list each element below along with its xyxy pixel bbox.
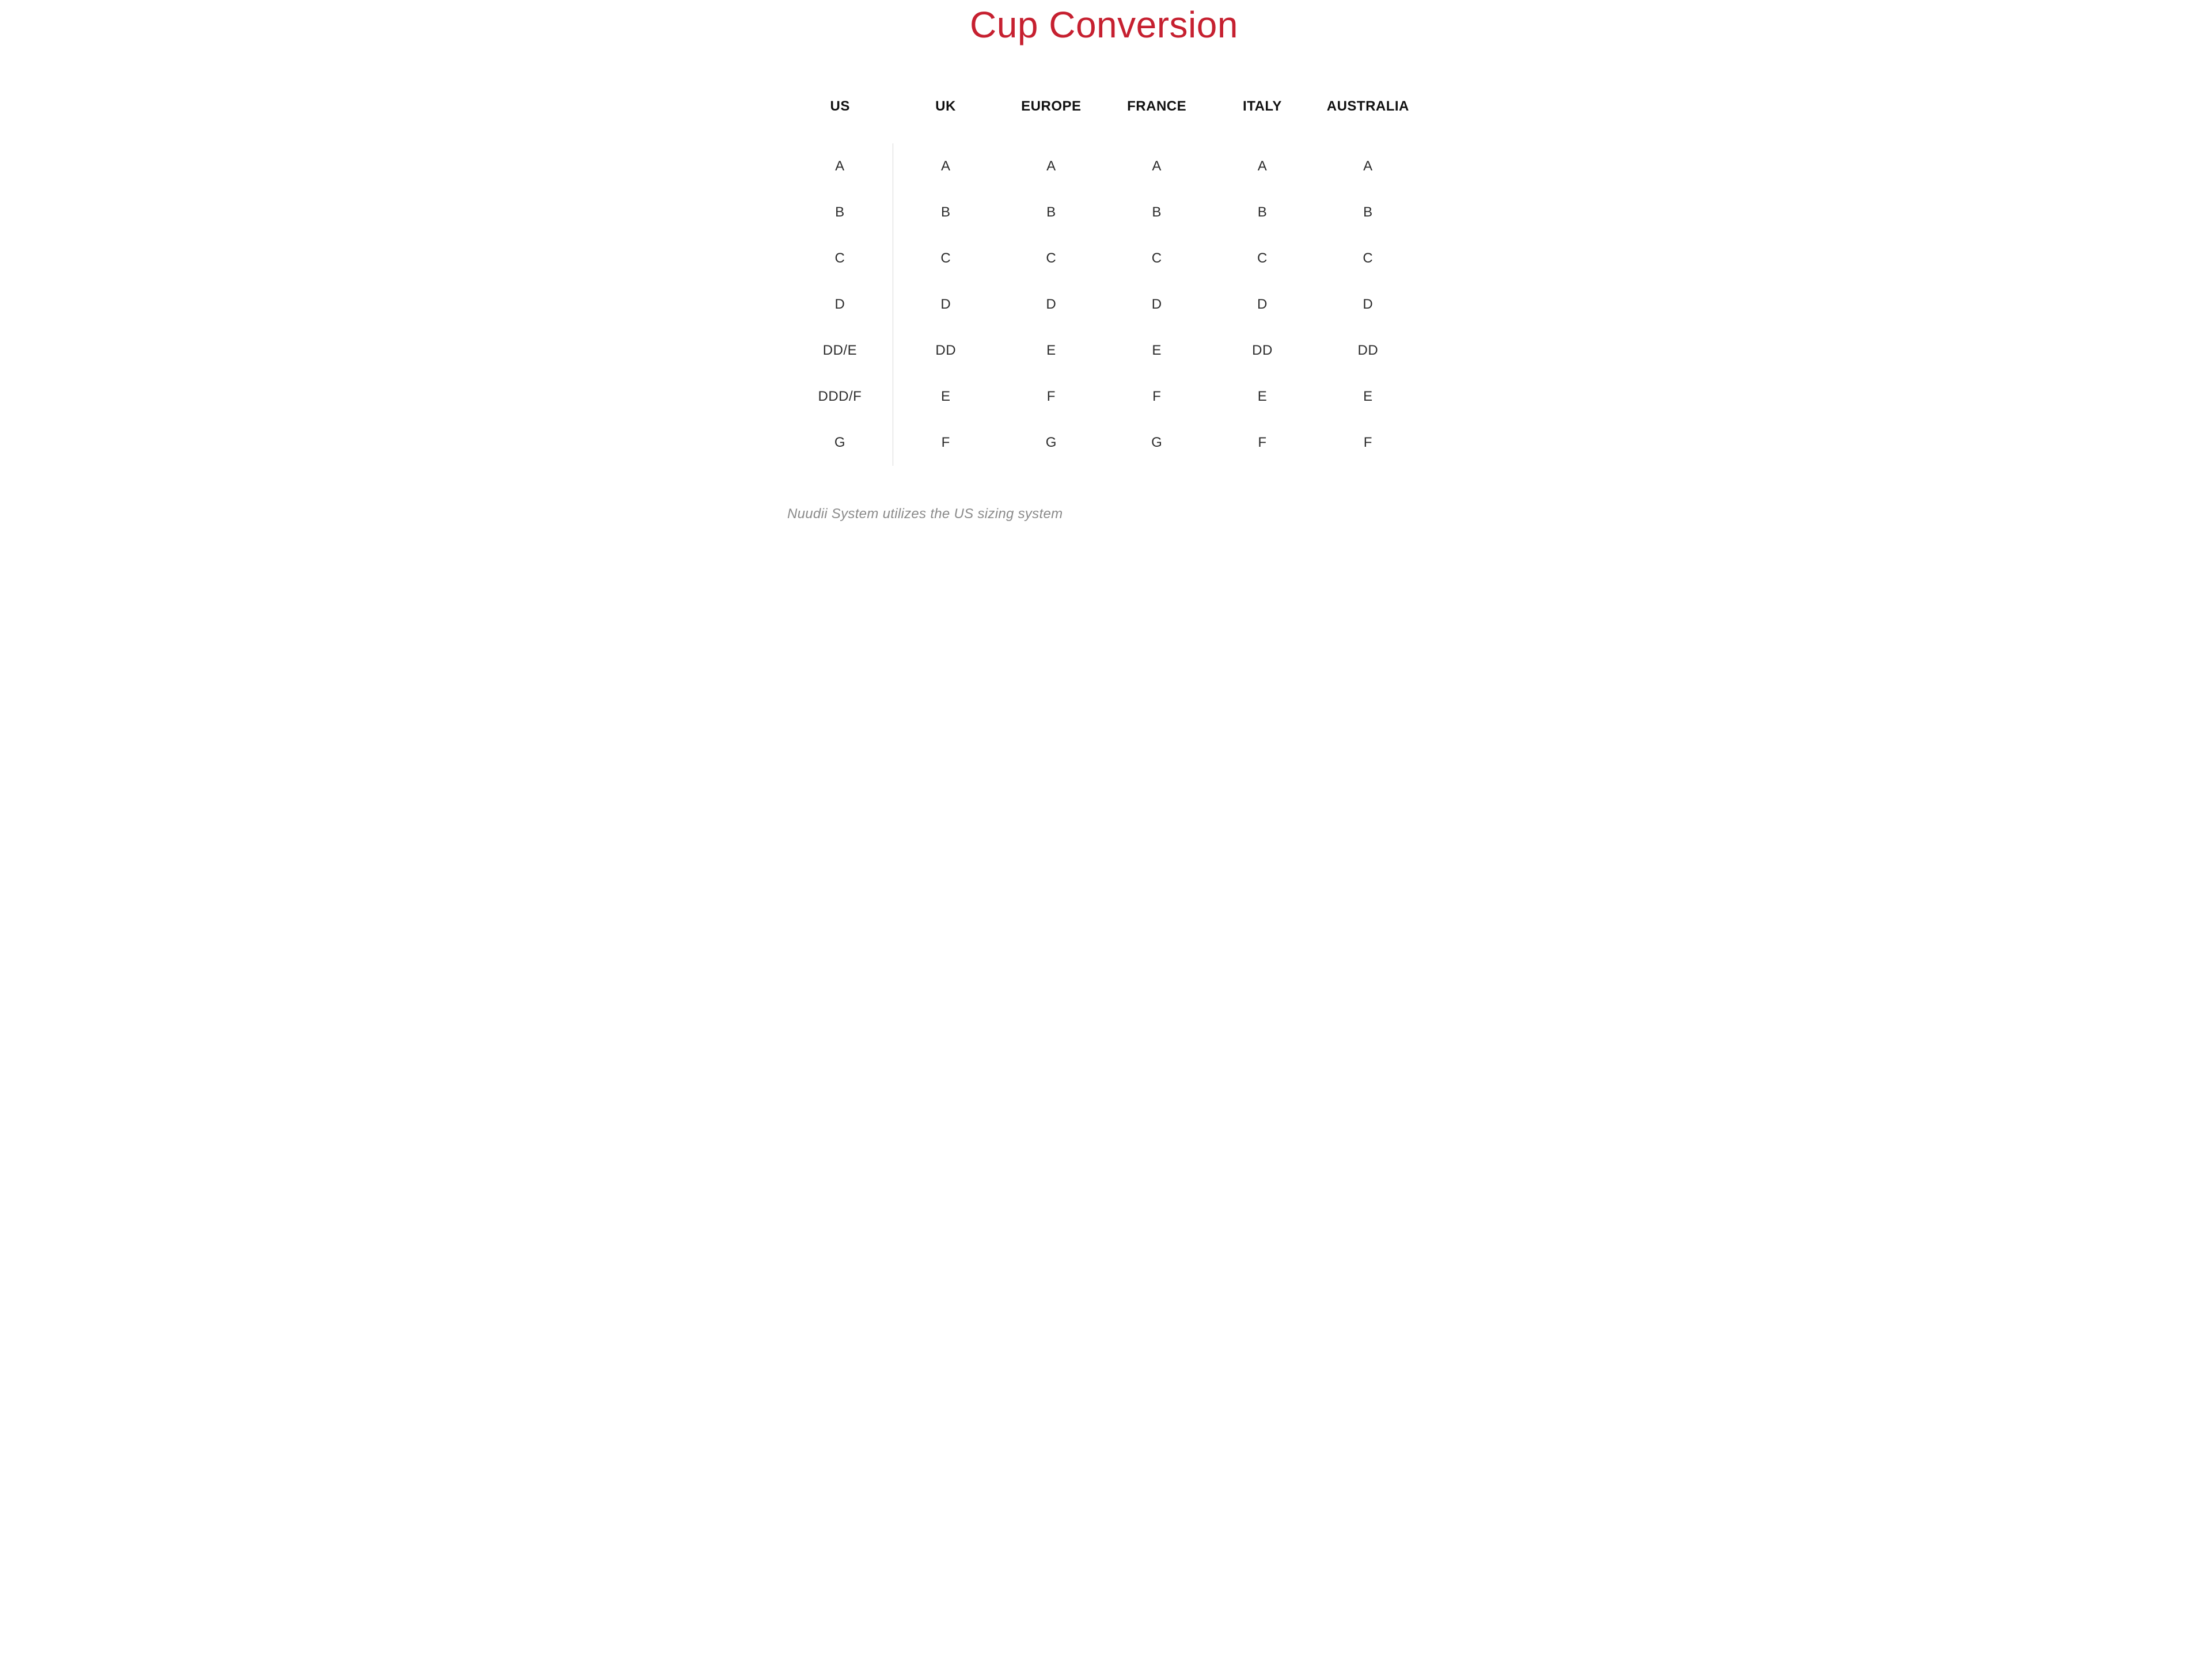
cell-europe: D bbox=[999, 282, 1104, 328]
cell-france: D bbox=[1104, 282, 1209, 328]
page-container: Cup Conversion US UK EUROPE FRANCE ITALY… bbox=[747, 0, 1461, 557]
cell-uk: B bbox=[893, 189, 998, 235]
cell-australia: A bbox=[1315, 143, 1421, 189]
cell-france: G bbox=[1104, 420, 1209, 466]
table-row: B B B B B B bbox=[787, 189, 1421, 235]
footnote: Nuudii System utilizes the US sizing sys… bbox=[787, 506, 1421, 522]
cell-italy: E bbox=[1209, 374, 1315, 420]
cell-france: B bbox=[1104, 189, 1209, 235]
cell-france: E bbox=[1104, 328, 1209, 374]
conversion-table-header-row: US UK EUROPE FRANCE ITALY AUSTRALIA bbox=[787, 98, 1421, 143]
cell-italy: DD bbox=[1209, 328, 1315, 374]
cell-europe: B bbox=[999, 189, 1104, 235]
cell-uk: DD bbox=[893, 328, 998, 374]
cell-australia: B bbox=[1315, 189, 1421, 235]
cell-italy: D bbox=[1209, 282, 1315, 328]
table-row: DDD/F E F F E E bbox=[787, 374, 1421, 420]
cell-us: DD/E bbox=[787, 328, 893, 374]
col-header-us: US bbox=[787, 98, 893, 143]
cell-france: C bbox=[1104, 235, 1209, 282]
page-title: Cup Conversion bbox=[787, 0, 1421, 46]
cell-uk: F bbox=[893, 420, 998, 466]
table-row: DD/E DD E E DD DD bbox=[787, 328, 1421, 374]
cell-europe: F bbox=[999, 374, 1104, 420]
cell-uk: E bbox=[893, 374, 998, 420]
conversion-table-wrap: US UK EUROPE FRANCE ITALY AUSTRALIA A A … bbox=[787, 98, 1421, 466]
cell-france: A bbox=[1104, 143, 1209, 189]
cell-uk: C bbox=[893, 235, 998, 282]
cell-italy: B bbox=[1209, 189, 1315, 235]
cell-us: C bbox=[787, 235, 893, 282]
cell-italy: A bbox=[1209, 143, 1315, 189]
cell-australia: F bbox=[1315, 420, 1421, 466]
cell-australia: E bbox=[1315, 374, 1421, 420]
conversion-table-head: US UK EUROPE FRANCE ITALY AUSTRALIA bbox=[787, 98, 1421, 143]
cell-europe: C bbox=[999, 235, 1104, 282]
cell-europe: G bbox=[999, 420, 1104, 466]
cell-us: G bbox=[787, 420, 893, 466]
cell-italy: C bbox=[1209, 235, 1315, 282]
col-header-australia: AUSTRALIA bbox=[1315, 98, 1421, 143]
cell-australia: D bbox=[1315, 282, 1421, 328]
col-header-italy: ITALY bbox=[1209, 98, 1315, 143]
table-row: D D D D D D bbox=[787, 282, 1421, 328]
col-header-uk: UK bbox=[893, 98, 998, 143]
cell-europe: A bbox=[999, 143, 1104, 189]
cell-us: D bbox=[787, 282, 893, 328]
cell-australia: DD bbox=[1315, 328, 1421, 374]
cell-france: F bbox=[1104, 374, 1209, 420]
cell-uk: D bbox=[893, 282, 998, 328]
table-row: A A A A A A bbox=[787, 143, 1421, 189]
cell-uk: A bbox=[893, 143, 998, 189]
col-header-europe: EUROPE bbox=[999, 98, 1104, 143]
conversion-table: US UK EUROPE FRANCE ITALY AUSTRALIA A A … bbox=[787, 98, 1421, 466]
col-header-france: FRANCE bbox=[1104, 98, 1209, 143]
conversion-table-body: A A A A A A B B B B B B C C bbox=[787, 143, 1421, 466]
cell-us: B bbox=[787, 189, 893, 235]
cell-us: A bbox=[787, 143, 893, 189]
cell-italy: F bbox=[1209, 420, 1315, 466]
cell-europe: E bbox=[999, 328, 1104, 374]
cell-us: DDD/F bbox=[787, 374, 893, 420]
table-row: C C C C C C bbox=[787, 235, 1421, 282]
table-row: G F G G F F bbox=[787, 420, 1421, 466]
cell-australia: C bbox=[1315, 235, 1421, 282]
